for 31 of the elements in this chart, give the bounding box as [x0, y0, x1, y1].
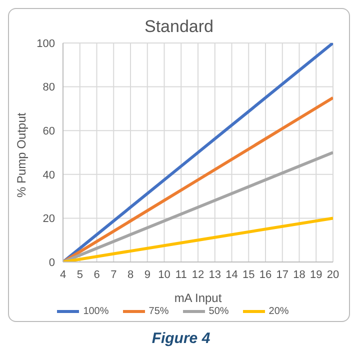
x-tick-label: 11	[175, 268, 187, 281]
legend-label: 50%	[208, 306, 229, 317]
y-tick-label: 100	[36, 38, 55, 50]
y-tick-label: 40	[42, 169, 55, 182]
caption: Figure 4	[150, 330, 212, 347]
legend-label: 100%	[82, 306, 109, 317]
x-tick-label: 4	[60, 268, 66, 281]
x-tick-label: 8	[127, 268, 134, 281]
y-axis-title: % Pump Output	[14, 112, 28, 198]
x-tick-label: 6	[94, 268, 100, 281]
x-tick-label: 17	[276, 268, 288, 281]
x-tick-label: 19	[310, 268, 322, 281]
x-tick-label: 7	[110, 268, 117, 281]
y-tick-label: 20	[42, 213, 55, 226]
x-axis-title: mA Input	[174, 291, 222, 305]
legend-label: 20%	[268, 306, 289, 317]
x-tick-label: 14	[226, 268, 238, 281]
legend-label: 75%	[148, 306, 169, 317]
x-tick-label: 12	[192, 268, 204, 281]
x-tick-label: 18	[293, 268, 306, 281]
y-tick-label: 80	[42, 82, 55, 94]
x-tick-label: 5	[76, 268, 83, 281]
x-tick-label: 16	[259, 268, 272, 281]
y-tick-label: 60	[42, 126, 55, 138]
x-tick-label: 20	[326, 268, 340, 281]
y-tick-label: 0	[48, 256, 55, 269]
chart-title: Standard	[144, 17, 214, 37]
x-tick-label: 13	[208, 268, 221, 281]
x-tick-label: 15	[242, 268, 255, 281]
x-tick-label: 9	[144, 268, 150, 281]
x-tick-label: 10	[158, 268, 170, 281]
